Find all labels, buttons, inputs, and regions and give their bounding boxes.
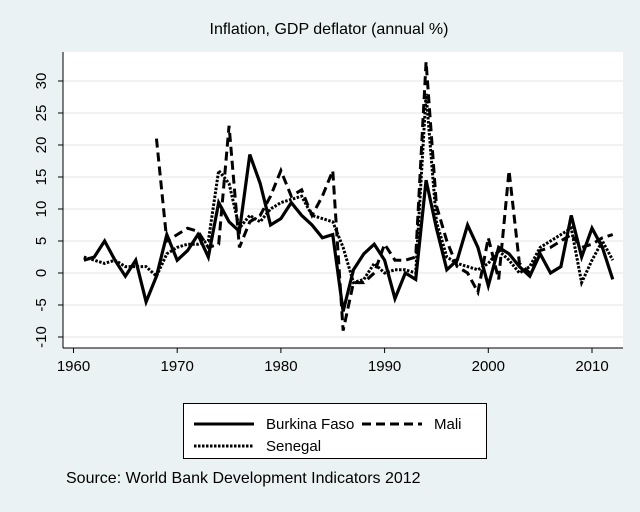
series-line-senegal <box>83 93 615 288</box>
y-tick-label: 5 <box>33 237 50 245</box>
y-tick-label: 25 <box>33 105 50 122</box>
x-tick-label: 1990 <box>368 358 401 375</box>
x-tick-label: 2010 <box>575 358 608 375</box>
y-tick-label: 0 <box>33 269 50 277</box>
source-note: Source: World Bank Development Indicator… <box>66 470 421 487</box>
y-tick-label: 20 <box>33 137 50 154</box>
y-tick-label: 10 <box>33 201 50 218</box>
legend-label: Mali <box>434 416 462 433</box>
series-line-mali <box>154 61 614 331</box>
y-tick-label: 30 <box>33 73 50 90</box>
y-tick-label: -5 <box>33 298 50 311</box>
y-tick-label: 15 <box>33 169 50 186</box>
legend-label: Senegal <box>266 438 321 455</box>
chart-title: Inflation, GDP deflator (annual %) <box>210 21 449 38</box>
legend-label: Burkina Faso <box>266 416 354 433</box>
legend: Burkina Faso Mali Senegal <box>183 403 487 459</box>
x-tick-label: 1980 <box>264 358 297 375</box>
y-tick-label: -10 <box>33 326 50 348</box>
x-tick-label: 1960 <box>57 358 90 375</box>
x-tick-label: 1970 <box>161 358 194 375</box>
x-tick-label: 2000 <box>472 358 505 375</box>
